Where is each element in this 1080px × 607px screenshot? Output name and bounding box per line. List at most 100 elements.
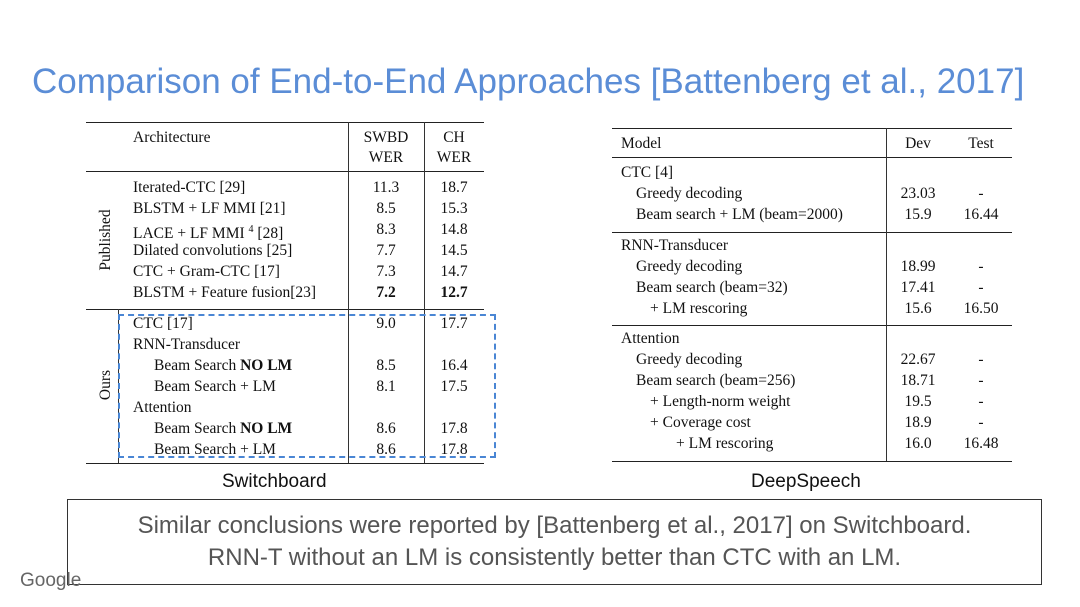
table-row-name: CTC [17] bbox=[133, 315, 193, 332]
section-rule bbox=[612, 232, 1012, 233]
table-row-test: - bbox=[978, 414, 984, 431]
column-divider bbox=[424, 122, 425, 463]
row-name-bold: NO LM bbox=[240, 357, 293, 374]
header-test: Test bbox=[968, 135, 994, 152]
header-swbd-wer: WER bbox=[368, 149, 404, 166]
table-top-rule bbox=[612, 128, 1012, 129]
table-row-ch: 12.7 bbox=[440, 284, 468, 301]
table-row-ch: 14.7 bbox=[440, 263, 468, 280]
table-row-test: 16.50 bbox=[963, 300, 999, 317]
table-row-test: - bbox=[978, 351, 984, 368]
table-row-group: RNN-Transducer bbox=[133, 336, 241, 353]
table-row-dev: 22.67 bbox=[900, 351, 936, 368]
table-row-name: Beam search (beam=32) bbox=[636, 279, 788, 296]
table-row-group: RNN-Transducer bbox=[621, 237, 729, 254]
table-row-name: + LM rescoring bbox=[676, 435, 774, 452]
table-row-name: Beam Search NO LM bbox=[154, 420, 292, 438]
table-row-swbd: 8.1 bbox=[376, 378, 396, 395]
table-row-dev: 23.03 bbox=[900, 185, 936, 202]
table-row-swbd: 9.0 bbox=[376, 315, 396, 332]
highlight-dashed-box bbox=[118, 314, 496, 458]
table-bottom-rule bbox=[612, 461, 1012, 462]
table-row-swbd: 8.6 bbox=[376, 420, 396, 437]
table-row-swbd: 7.3 bbox=[376, 263, 396, 280]
table-row-name: Beam Search + LM bbox=[154, 378, 276, 395]
table-row-group: Attention bbox=[621, 330, 680, 347]
table-row-group: Attention bbox=[133, 399, 192, 416]
table-row-dev: 18.9 bbox=[904, 414, 932, 431]
table-row-swbd: 8.3 bbox=[376, 221, 396, 238]
table-row-name: Greedy decoding bbox=[636, 351, 743, 368]
conclusion-box: Similar conclusions were reported by [Ba… bbox=[67, 499, 1042, 585]
table-row-name: BLSTM + LF MMI [21] bbox=[133, 200, 286, 217]
footnote-marker: 4 bbox=[248, 224, 254, 235]
table-row-name: Iterated-CTC [29] bbox=[133, 179, 246, 196]
conclusion-line-2: RNN-T without an LM is consistently bett… bbox=[207, 544, 902, 571]
table-bottom-rule bbox=[86, 463, 484, 464]
switchboard-table: Architecture SWBD WER CH WER Published O… bbox=[86, 120, 484, 465]
row-name-text: Beam Search bbox=[154, 357, 241, 374]
deepspeech-table: Model Dev Test CTC [4] Greedy decoding 2… bbox=[612, 128, 1012, 464]
row-name-bold: NO LM bbox=[240, 420, 293, 437]
table-row-dev: 19.5 bbox=[904, 393, 932, 410]
table-row-ch: 17.5 bbox=[440, 378, 468, 395]
table-row-ch: 18.7 bbox=[440, 179, 468, 196]
table-row-dev: 15.6 bbox=[904, 300, 932, 317]
table-row-test: - bbox=[978, 372, 984, 389]
conclusion-line-1: Similar conclusions were reported by [Ba… bbox=[137, 512, 972, 539]
table-row-test: 16.48 bbox=[963, 435, 999, 452]
table-row-name: Beam search + LM (beam=2000) bbox=[636, 206, 843, 223]
published-label: Published bbox=[97, 209, 114, 271]
deepspeech-caption: DeepSpeech bbox=[751, 471, 861, 492]
row-name-text: Beam Search bbox=[154, 420, 241, 437]
row-name-ref: [28] bbox=[253, 225, 284, 243]
row-name-text: LACE + LF MMI bbox=[133, 225, 245, 243]
table-row-swbd: 7.7 bbox=[376, 242, 396, 259]
table-row-ch: 14.8 bbox=[440, 221, 468, 238]
header-ch: CH bbox=[443, 129, 465, 146]
header-rule bbox=[612, 157, 1012, 158]
header-architecture: Architecture bbox=[133, 129, 211, 146]
table-row-swbd: 8.6 bbox=[376, 441, 396, 458]
header-ch-wer: WER bbox=[436, 149, 472, 166]
table-row-test: - bbox=[978, 185, 984, 202]
column-divider bbox=[348, 122, 349, 463]
table-row-test: - bbox=[978, 393, 984, 410]
table-row-ch: 17.8 bbox=[440, 441, 468, 458]
table-row-swbd: 11.3 bbox=[372, 179, 400, 196]
table-row-name: + Length-norm weight bbox=[650, 393, 791, 410]
table-row-name: BLSTM + Feature fusion[23] bbox=[133, 284, 317, 301]
table-row-name: Greedy decoding bbox=[636, 258, 743, 275]
table-row-name: LACE + LF MMI 4 [28] bbox=[133, 221, 283, 243]
table-row-name: + Coverage cost bbox=[650, 414, 751, 431]
slide-title: Comparison of End-to-End Approaches [Bat… bbox=[32, 62, 1025, 101]
header-model: Model bbox=[621, 135, 662, 152]
table-row-name: Dilated convolutions [25] bbox=[133, 242, 293, 259]
header-rule bbox=[86, 171, 484, 172]
table-row-swbd: 7.2 bbox=[376, 284, 396, 301]
section-rule bbox=[612, 325, 1012, 326]
table-row-dev: 15.9 bbox=[904, 206, 932, 223]
table-row-dev: 17.41 bbox=[900, 279, 936, 296]
table-row-group: CTC [4] bbox=[621, 164, 674, 181]
table-row-ch: 15.3 bbox=[440, 200, 468, 217]
table-row-name: Beam Search + LM bbox=[154, 441, 276, 458]
table-row-swbd: 8.5 bbox=[376, 200, 396, 217]
table-row-name: + LM rescoring bbox=[650, 300, 748, 317]
section-rule bbox=[86, 309, 484, 310]
table-row-dev: 18.99 bbox=[900, 258, 936, 275]
table-row-test: 16.44 bbox=[963, 206, 999, 223]
table-row-name: Beam search (beam=256) bbox=[636, 372, 796, 389]
table-row-name: CTC + Gram-CTC [17] bbox=[133, 263, 280, 280]
table-row-name: Beam Search NO LM bbox=[154, 357, 292, 375]
table-row-ch: 14.5 bbox=[440, 242, 468, 259]
table-row-swbd: 8.5 bbox=[376, 357, 396, 374]
switchboard-caption: Switchboard bbox=[222, 471, 327, 492]
google-logo: Google bbox=[20, 570, 82, 591]
table-row-test: - bbox=[978, 258, 984, 275]
table-row-ch: 17.7 bbox=[440, 315, 468, 332]
table-row-ch: 17.8 bbox=[440, 420, 468, 437]
column-divider bbox=[886, 128, 887, 461]
table-row-ch: 16.4 bbox=[440, 357, 468, 374]
table-row-test: - bbox=[978, 279, 984, 296]
